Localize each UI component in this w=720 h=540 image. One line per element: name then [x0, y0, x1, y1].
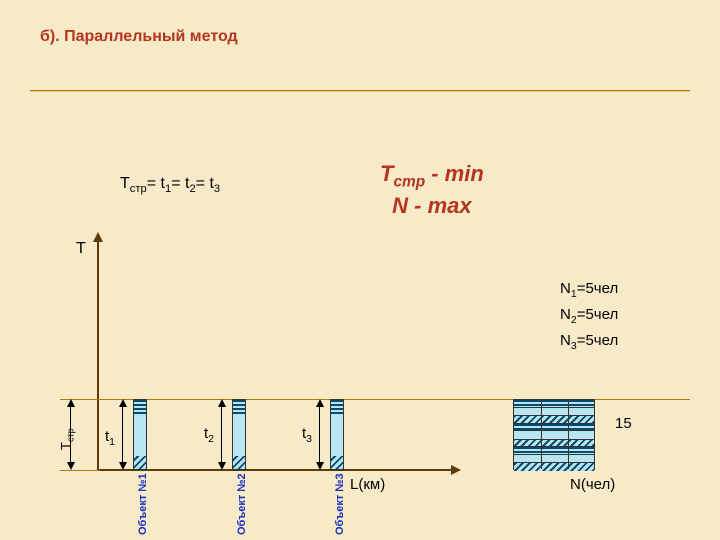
dim-tstr-arrow-down [67, 462, 75, 470]
axis-t [97, 240, 99, 470]
axis-t-label: T [76, 240, 86, 258]
stack-value-label: 15 [615, 415, 632, 432]
object-2-label: Объект №2 [236, 473, 248, 535]
dim-t2-down [218, 462, 226, 470]
n3-label: N3=5чел [560, 332, 618, 352]
dim-tstr-arrow-up [67, 399, 75, 407]
object-3-label: Объект №3 [334, 473, 346, 535]
dim-t1-line [122, 405, 123, 465]
slide: б). Параллельный метод Тстр= t1= t2= t3 … [0, 0, 720, 540]
formula-equality: Тстр= t1= t2= t3 [120, 175, 220, 195]
axis-l-arrow [451, 465, 461, 475]
axis-n-label: N(чел) [570, 476, 615, 493]
formula-main-line2: N - max [380, 192, 484, 220]
slide-title: б). Параллельный метод [40, 28, 238, 46]
divider-line [30, 90, 690, 92]
tstr-label: Тстр [58, 428, 76, 450]
axis-l-label: L(км) [350, 476, 385, 493]
formula-main-line1: Тстр - min [380, 160, 484, 192]
n1-label: N1=5чел [560, 280, 618, 300]
bar-object-3 [330, 399, 344, 470]
dim-t1-up [119, 399, 127, 407]
n2-label: N2=5чел [560, 306, 618, 326]
ext-line-top [60, 399, 690, 400]
dim-t3-line [319, 405, 320, 465]
dim-t3-up [316, 399, 324, 407]
bar-object-1 [133, 399, 147, 470]
t1-label: t1 [105, 428, 115, 448]
dim-t2-up [218, 399, 226, 407]
formula-main: Тстр - min N - max [380, 160, 484, 219]
axis-l [97, 469, 453, 471]
ext-line-bottom [60, 470, 100, 471]
n-stack [513, 399, 595, 470]
bar-object-2 [232, 399, 246, 470]
dim-t3-down [316, 462, 324, 470]
object-1-label: Объект №1 [137, 473, 149, 535]
t3-label: t3 [302, 425, 312, 445]
dim-t2-line [221, 405, 222, 465]
t2-label: t2 [204, 425, 214, 445]
axis-t-arrow [93, 232, 103, 242]
dim-t1-down [119, 462, 127, 470]
